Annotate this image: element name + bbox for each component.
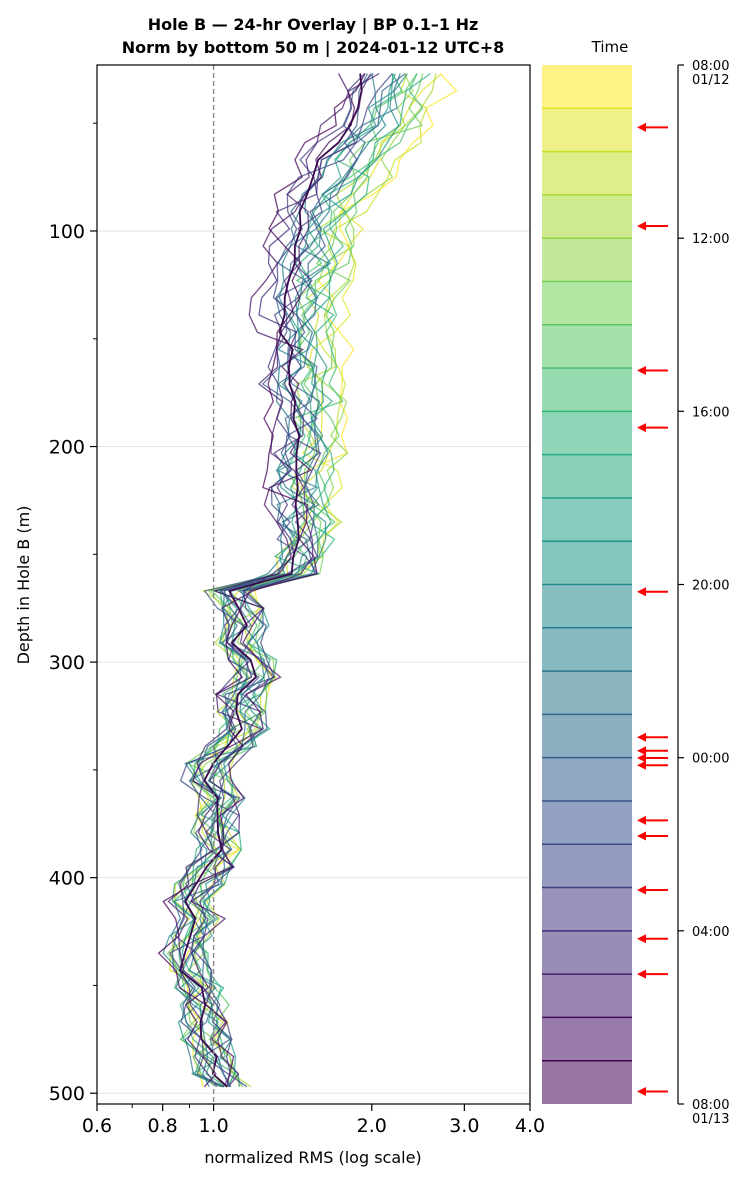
x-axis-label: normalized RMS (log scale) <box>204 1148 421 1167</box>
chart-subtitle: Norm by bottom 50 m | 2024-01-12 UTC+8 <box>122 38 505 58</box>
colorbar-band <box>542 844 632 888</box>
series-line <box>173 73 424 1088</box>
colorbar-band <box>542 757 632 801</box>
colorbar-tick-sublabel: 01/12 <box>692 73 729 88</box>
y-tick-label: 400 <box>49 868 85 890</box>
colorbar-tick-label: 00:00 <box>692 752 729 767</box>
grid-layer <box>97 230 530 1094</box>
y-tick-label: 200 <box>49 437 85 459</box>
event-arrow <box>637 815 668 825</box>
colorbar-band <box>542 887 632 931</box>
x-tick-label: 2.0 <box>357 1115 387 1137</box>
colorbar-axis: 08:0001/1212:0016:0020:0000:0004:0008:00… <box>677 59 729 1127</box>
colorbar-band <box>542 194 632 239</box>
colorbar-band <box>542 368 632 412</box>
series-line <box>167 73 380 1088</box>
colorbar-band <box>542 800 632 845</box>
series-line <box>184 73 356 1088</box>
event-arrow <box>637 221 668 231</box>
series-line-latest <box>179 73 363 1088</box>
event-arrow <box>637 122 668 132</box>
colorbar-band <box>542 65 632 109</box>
plot-frame <box>96 64 531 1105</box>
x-tick-label: 3.0 <box>449 1115 479 1137</box>
event-arrow <box>637 831 668 841</box>
colorbar-tick-label: 08:00 <box>692 59 729 74</box>
colorbar-tick-label: 12:00 <box>692 232 729 247</box>
colorbar <box>542 65 632 1104</box>
series-line <box>179 73 431 1088</box>
series-line <box>169 73 442 1088</box>
event-arrow <box>637 760 668 770</box>
series-line <box>168 73 393 1088</box>
colorbar-tick-label: 20:00 <box>692 579 729 594</box>
event-arrow <box>637 753 668 763</box>
colorbar-band <box>542 1060 632 1104</box>
y-tick-label: 500 <box>49 1083 85 1105</box>
series-line <box>179 73 414 1088</box>
series-line <box>157 73 366 1087</box>
colorbar-band <box>542 541 632 585</box>
colorbar-band <box>542 281 632 325</box>
event-arrow <box>637 885 668 895</box>
colorbar-band <box>542 497 632 542</box>
event-arrows <box>637 122 668 1097</box>
colorbar-band <box>542 454 632 498</box>
colorbar-tick-label: 04:00 <box>692 925 729 940</box>
colorbar-band <box>542 238 632 282</box>
series-lines <box>157 73 458 1088</box>
event-arrow <box>637 365 668 375</box>
colorbar-label: Time <box>591 38 629 56</box>
series-line <box>184 73 374 1088</box>
x-tick-label: 4.0 <box>515 1115 545 1137</box>
colorbar-band <box>542 108 632 152</box>
event-arrow <box>637 1087 668 1097</box>
colorbar-band <box>542 671 632 715</box>
colorbar-tick-sublabel: 01/13 <box>692 1112 729 1127</box>
y-axis-label: Depth in Hole B (m) <box>14 506 33 665</box>
x-tick-label: 0.6 <box>82 1115 112 1137</box>
colorbar-band <box>542 974 632 1018</box>
colorbar-tick-label: 08:00 <box>692 1098 729 1113</box>
event-arrow <box>637 746 668 756</box>
y-tick-label: 300 <box>49 652 85 674</box>
event-arrow <box>637 934 668 944</box>
event-arrow <box>637 732 668 742</box>
series-line <box>187 73 428 1088</box>
chart-title: Hole B — 24-hr Overlay | BP 0.1–1 Hz <box>148 15 479 35</box>
event-arrow <box>637 969 668 979</box>
colorbar-band <box>542 411 632 455</box>
colorbar-band <box>542 584 632 628</box>
x-axis: 0.6 0.8 1.0 2.0 3.0 4.0 <box>82 1104 545 1137</box>
x-tick-label: 1.0 <box>198 1115 228 1137</box>
event-arrow <box>637 423 668 433</box>
colorbar-band <box>542 324 632 369</box>
series-line <box>174 73 366 1088</box>
colorbar-tick-label: 16:00 <box>692 405 729 420</box>
colorbar-band <box>542 151 632 195</box>
event-arrow <box>637 587 668 597</box>
x-tick-label: 0.8 <box>148 1115 178 1137</box>
y-axis: 100 200 300 400 500 <box>49 122 97 1105</box>
y-tick-label: 100 <box>49 221 85 243</box>
colorbar-band <box>542 930 632 975</box>
colorbar-band <box>542 714 632 758</box>
colorbar-band <box>542 627 632 672</box>
colorbar-band <box>542 1017 632 1061</box>
